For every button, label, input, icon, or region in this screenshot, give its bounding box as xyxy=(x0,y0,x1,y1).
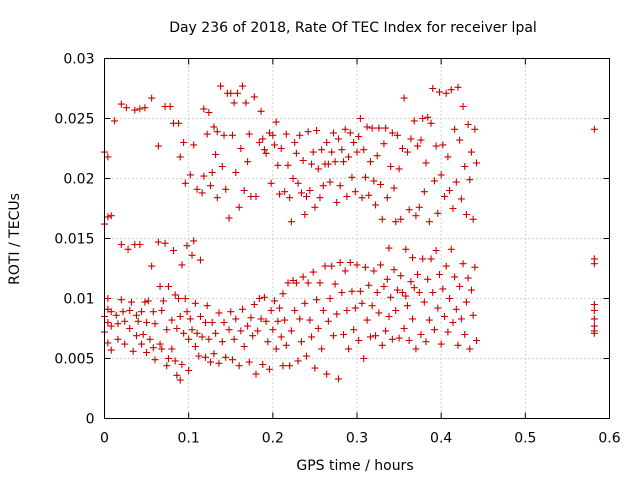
x-tick-label: 0 xyxy=(100,431,109,447)
y-tick-label: 0.01 xyxy=(63,292,94,308)
y-tick-label: 0.025 xyxy=(54,112,94,128)
y-tick-label: 0.005 xyxy=(54,352,94,368)
roti-scatter-chart: Day 236 of 2018, Rate Of TEC Index for r… xyxy=(0,0,640,480)
x-tick-label: 0.3 xyxy=(346,431,368,447)
y-tick-label: 0.02 xyxy=(63,172,94,188)
x-tick-label: 0.2 xyxy=(262,431,284,447)
x-tick-label: 0.5 xyxy=(514,431,536,447)
y-tick-label: 0.015 xyxy=(54,232,94,248)
y-axis-label: ROTI / TECUs xyxy=(7,193,23,285)
x-tick-label: 0.6 xyxy=(598,431,620,447)
x-tick-label: 0.1 xyxy=(178,431,200,447)
chart-title: Day 236 of 2018, Rate Of TEC Index for r… xyxy=(169,20,537,36)
chart-background xyxy=(0,0,640,480)
x-axis-label: GPS time / hours xyxy=(296,458,413,474)
x-tick-label: 0.4 xyxy=(430,431,452,447)
y-tick-label: 0.03 xyxy=(63,52,94,68)
y-tick-label: 0 xyxy=(86,412,95,428)
